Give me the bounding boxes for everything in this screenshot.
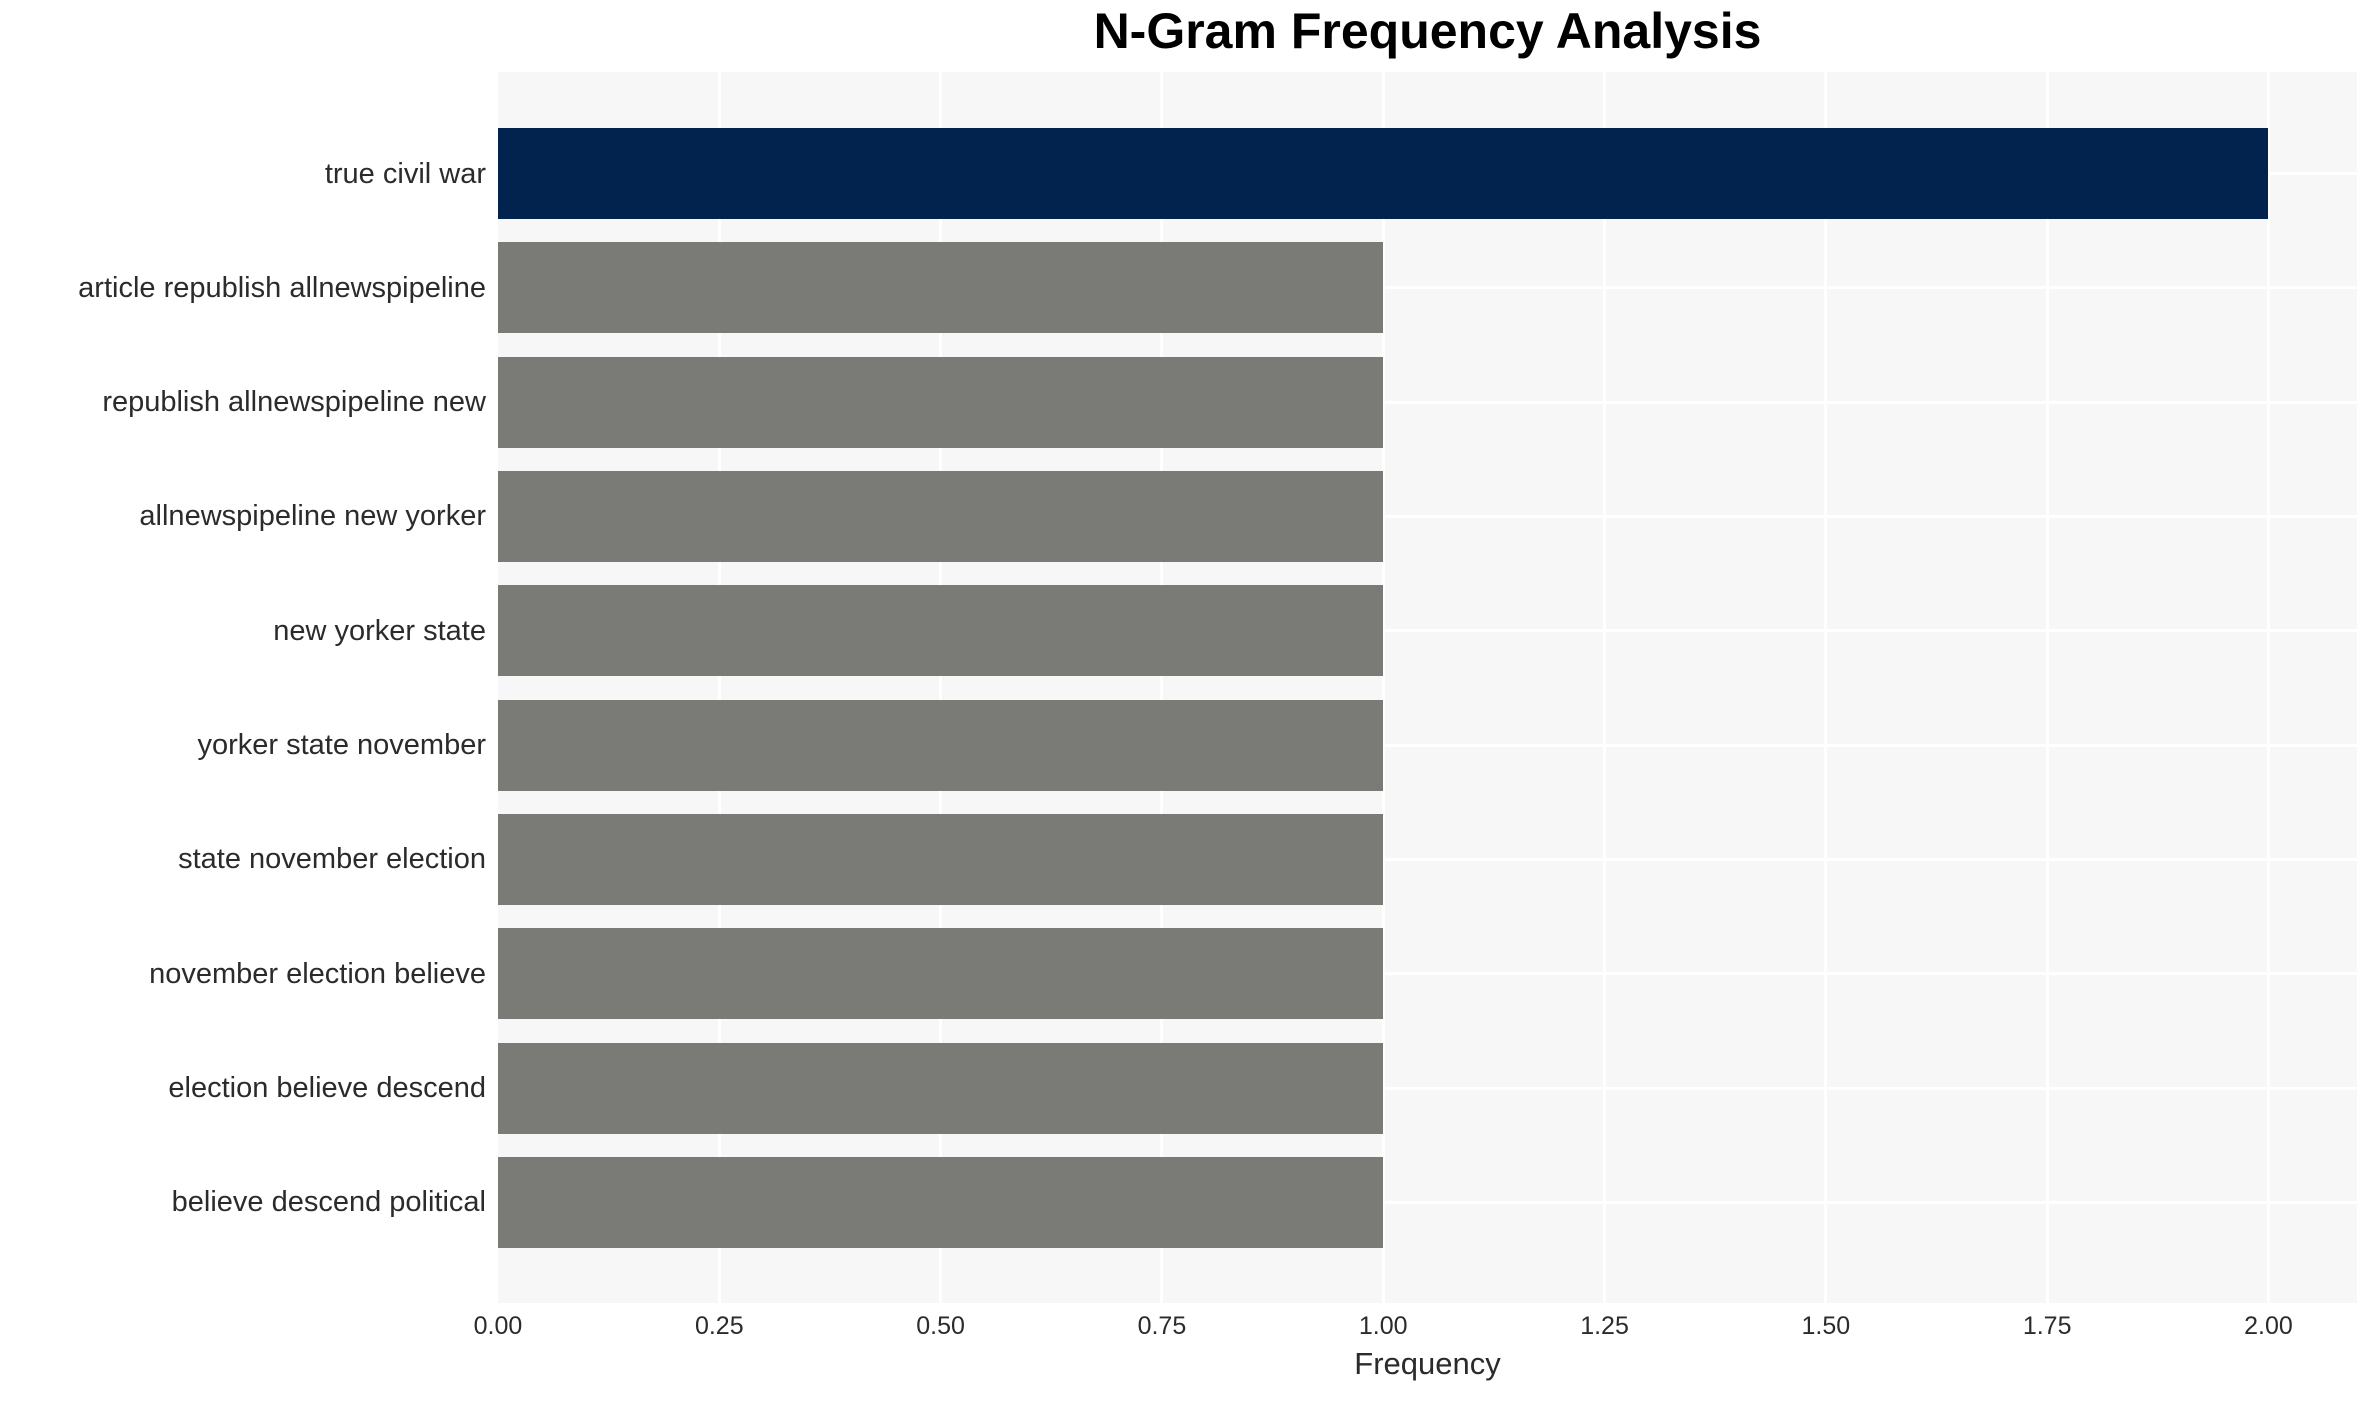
y-axis-label: yorker state november xyxy=(197,729,486,762)
vertical-gridline xyxy=(1160,72,1164,1303)
bar-election-believe-descend xyxy=(498,1042,1384,1134)
x-axis-tick-label: 1.25 xyxy=(1580,1312,1629,1340)
y-axis-label: true civil war xyxy=(324,157,486,190)
bar-republish-allnewspipeline-new xyxy=(498,356,1384,448)
vertical-gridline xyxy=(717,72,721,1303)
x-axis-tick-label: 0.50 xyxy=(916,1312,965,1340)
bar-state-november-election xyxy=(498,813,1384,905)
vertical-gridline xyxy=(2266,72,2270,1303)
bar-yorker-state-november xyxy=(498,699,1384,791)
y-axis-label: state november election xyxy=(178,843,486,876)
vertical-gridline xyxy=(2045,72,2049,1303)
x-axis-tick-label: 0.75 xyxy=(1137,1312,1187,1340)
bar-november-election-believe xyxy=(498,928,1384,1020)
horizontal-gridline xyxy=(498,1200,2357,1204)
horizontal-gridline xyxy=(498,743,2357,747)
y-axis-label: new yorker state xyxy=(273,614,486,647)
plot-area xyxy=(498,72,2357,1303)
y-axis-label: republish allnewspipeline new xyxy=(102,386,486,419)
x-axis-tick-label: 0.25 xyxy=(694,1312,744,1340)
horizontal-gridline xyxy=(498,286,2357,290)
y-axis-label: election believe descend xyxy=(168,1072,486,1105)
vertical-gridline xyxy=(939,72,943,1303)
x-axis-title: Frequency xyxy=(1354,1346,1501,1381)
y-axis-label: allnewspipeline new yorker xyxy=(139,500,486,533)
x-axis-tick-label: 1.00 xyxy=(1358,1312,1408,1340)
horizontal-gridline xyxy=(498,400,2357,404)
horizontal-gridline xyxy=(498,629,2357,633)
y-axis-label: believe descend political xyxy=(171,1186,486,1219)
bar-true-civil-war xyxy=(498,128,2269,219)
x-axis-tick-label: 0.00 xyxy=(473,1312,523,1340)
y-axis-label: november election believe xyxy=(149,957,486,990)
x-axis-tick-label: 1.50 xyxy=(1801,1312,1851,1340)
horizontal-gridline xyxy=(498,514,2357,518)
vertical-gridline xyxy=(1603,72,1607,1303)
bar-believe-descend-political xyxy=(498,1156,1384,1248)
x-axis-tick-label: 2.00 xyxy=(2244,1312,2293,1340)
vertical-gridline xyxy=(1381,72,1385,1303)
y-axis-label: article republish allnewspipeline xyxy=(78,271,486,304)
x-axis-tick-label: 1.75 xyxy=(2022,1312,2072,1340)
vertical-gridline xyxy=(1824,72,1828,1303)
horizontal-gridline xyxy=(498,972,2357,976)
horizontal-gridline xyxy=(498,1086,2357,1090)
bar-new-yorker-state xyxy=(498,585,1384,677)
horizontal-gridline xyxy=(498,857,2357,861)
bar-article-republish-allnewspipeline xyxy=(498,242,1384,334)
bar-allnewspipeline-new-yorker xyxy=(498,470,1384,562)
chart-title: N-Gram Frequency Analysis xyxy=(1093,3,1762,59)
